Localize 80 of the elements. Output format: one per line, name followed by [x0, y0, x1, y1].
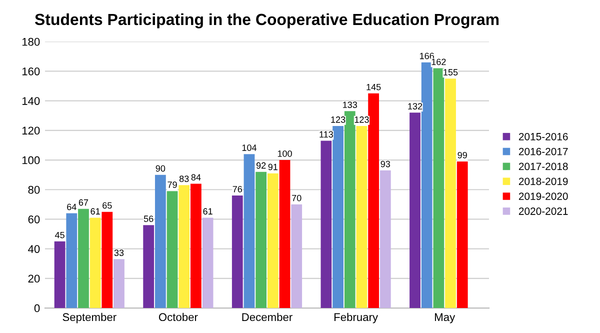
bar [332, 126, 344, 308]
x-tick-label: December [242, 312, 292, 322]
data-label: 91 [268, 164, 278, 170]
data-label: 166 [420, 52, 434, 60]
data-label: 123 [331, 116, 346, 123]
legend-label: 2017-2018 [518, 162, 568, 170]
data-label: 61 [203, 208, 212, 215]
bar [154, 174, 166, 308]
data-label: 162 [432, 58, 446, 66]
legend-label: 2015-2016 [518, 132, 568, 140]
bar [202, 218, 214, 308]
bar [344, 111, 356, 308]
legend-label: 2019-2020 [518, 192, 568, 200]
data-label: 56 [144, 216, 154, 222]
x-tick-label: February [334, 312, 378, 324]
bar [178, 185, 190, 308]
data-label: 104 [242, 144, 257, 151]
data-label: 90 [156, 165, 166, 172]
y-tick-label: 60 [28, 215, 40, 224]
data-label: 70 [292, 194, 302, 202]
y-tick-label: 80 [28, 186, 40, 194]
data-label: 113 [320, 131, 333, 138]
bar [90, 218, 101, 308]
data-label: 61 [90, 208, 100, 215]
data-label: 133 [343, 102, 358, 108]
bar [279, 160, 290, 308]
data-label: 65 [102, 202, 112, 209]
bar [102, 212, 113, 308]
data-label: 99 [458, 152, 467, 158]
data-label: 79 [168, 182, 177, 188]
y-tick-label: 40 [28, 245, 40, 253]
y-tick-label: 120 [22, 126, 40, 135]
bar [433, 68, 444, 308]
y-tick-label: 180 [22, 38, 40, 46]
legend-label: 2020-2021 [518, 208, 568, 215]
chart-title: Students Participating in the Cooperative Education Program [34, 13, 499, 28]
y-tick-label: 160 [22, 67, 40, 76]
data-label: 76 [232, 186, 242, 192]
data-label: 67 [78, 199, 88, 206]
x-tick-label: May [435, 313, 456, 324]
bar [267, 173, 278, 308]
y-tick-label: 0 [34, 304, 40, 312]
bar [410, 112, 420, 308]
data-label: 145 [366, 84, 381, 90]
bar [421, 62, 432, 308]
bar [368, 93, 380, 308]
bar [356, 126, 368, 308]
bar [445, 78, 456, 308]
bar [244, 154, 255, 308]
bar [256, 172, 267, 308]
data-label: 33 [114, 250, 124, 256]
data-label: 132 [408, 103, 422, 110]
data-label: 123 [354, 116, 369, 123]
data-label: 93 [380, 160, 390, 168]
bar [54, 241, 66, 308]
legend-label: 2016-2017 [518, 148, 568, 156]
data-label: 100 [278, 150, 292, 157]
data-label: 84 [191, 174, 201, 181]
legend-label: 2018-2019 [518, 178, 568, 186]
bar [232, 196, 243, 308]
bar [291, 204, 302, 308]
bar [78, 208, 89, 308]
bar [166, 191, 178, 308]
bar [456, 162, 468, 308]
y-tick-label: 140 [22, 97, 40, 105]
bar [114, 259, 124, 308]
bar [143, 225, 154, 308]
x-tick-label: October [158, 312, 198, 322]
bar [190, 184, 202, 308]
data-label: 45 [54, 232, 64, 238]
data-label: 83 [179, 176, 189, 182]
data-label: 155 [444, 69, 458, 76]
data-label: 64 [67, 204, 76, 210]
data-label: 92 [256, 162, 266, 169]
bar [380, 170, 391, 308]
y-tick-label: 100 [22, 156, 40, 164]
bar [320, 140, 332, 308]
x-tick-label: September [62, 312, 116, 324]
y-tick-label: 20 [28, 274, 40, 283]
bar [66, 213, 78, 308]
